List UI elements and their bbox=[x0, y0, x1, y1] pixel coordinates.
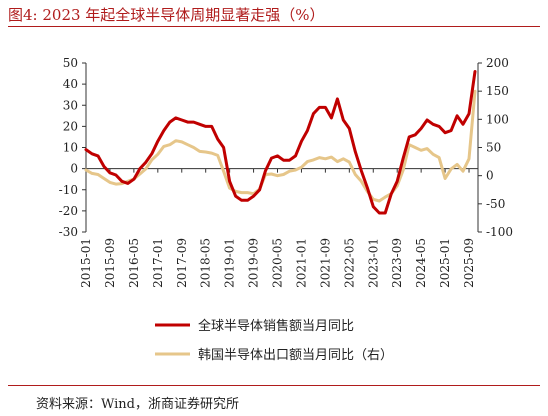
right-tick-label: 50 bbox=[486, 141, 501, 155]
x-tick-label: 2023-01 bbox=[366, 238, 380, 288]
x-tick-label: 2023-09 bbox=[390, 238, 404, 288]
x-tick-label: 2021-01 bbox=[294, 238, 308, 288]
x-tick-label: 2019-01 bbox=[223, 238, 237, 288]
x-tick-label: 2017-09 bbox=[175, 238, 189, 288]
legend-label: 全球半导体销售额当月同比 bbox=[198, 318, 354, 334]
x-tick-label: 2016-05 bbox=[127, 238, 141, 288]
left-tick-label: -30 bbox=[59, 225, 78, 239]
right-tick-label: -50 bbox=[486, 197, 505, 211]
left-tick-label: -20 bbox=[59, 204, 78, 218]
legend-label: 韩国半导体出口额当月同比（右） bbox=[198, 348, 393, 363]
source-rule bbox=[8, 385, 540, 386]
left-axis-ticks: 50 40 30 20 10 0 -10 -20 -30 bbox=[59, 56, 86, 239]
x-tick-label: 2019-09 bbox=[247, 238, 261, 288]
title-rule bbox=[8, 26, 540, 27]
left-tick-label: 50 bbox=[63, 56, 78, 70]
right-tick-label: 100 bbox=[486, 112, 509, 126]
series-line-global-semiconductor-sales bbox=[84, 70, 477, 215]
left-tick-label: 40 bbox=[63, 77, 78, 91]
x-tick-label: 2017-01 bbox=[151, 238, 165, 288]
left-tick-label: -10 bbox=[59, 183, 78, 197]
x-tick-label: 2025-01 bbox=[438, 238, 452, 288]
x-tick-label: 2021-09 bbox=[318, 238, 332, 288]
right-tick-label: -100 bbox=[486, 225, 513, 239]
x-tick-label: 2020-05 bbox=[271, 238, 285, 288]
right-axis-ticks: 200 150 100 50 0 -50 -100 bbox=[478, 56, 513, 239]
right-tick-label: 200 bbox=[486, 56, 509, 70]
x-tick-label: 2015-09 bbox=[103, 238, 117, 288]
figure-title: 图4: 2023 年起全球半导体周期显著走强（%） bbox=[8, 6, 325, 24]
left-tick-label: 20 bbox=[63, 119, 78, 133]
series-line-korea-semiconductor-exports bbox=[84, 89, 477, 203]
series-lines bbox=[84, 70, 477, 215]
x-tick-label: 2018-05 bbox=[199, 238, 213, 288]
x-tick-label: 2015-01 bbox=[79, 238, 93, 288]
right-tick-label: 0 bbox=[486, 169, 494, 183]
source-note: 资料来源：Wind，浙商证券研究所 bbox=[36, 397, 239, 412]
x-tick-label: 2025-09 bbox=[462, 238, 476, 288]
x-tick-label: 2024-05 bbox=[414, 238, 428, 288]
left-tick-label: 10 bbox=[63, 141, 78, 155]
x-axis-ticks: 2015-01 2015-09 2016-05 2017-01 2017-09 2018-… bbox=[79, 168, 476, 288]
right-tick-label: 150 bbox=[486, 84, 509, 98]
axes bbox=[85, 63, 479, 232]
left-tick-label: 0 bbox=[70, 162, 78, 176]
left-tick-label: 30 bbox=[63, 98, 78, 112]
x-tick-label: 2022-05 bbox=[342, 238, 356, 288]
